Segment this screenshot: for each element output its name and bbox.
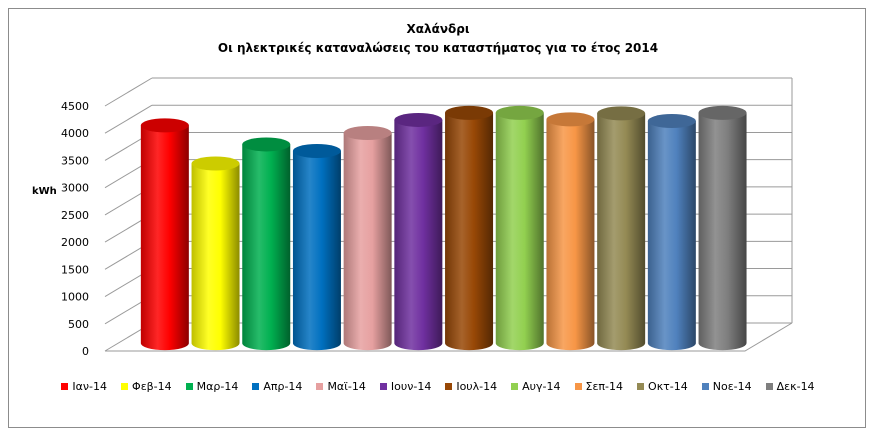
y-tick-label: 0 (82, 345, 89, 358)
bar-body (546, 119, 595, 351)
legend-item: Νοε-14 (701, 380, 752, 393)
bar (546, 112, 595, 351)
bar-top (597, 106, 646, 121)
legend-item: Σεπ-14 (574, 380, 624, 393)
legend-item: Μαϊ-14 (316, 380, 366, 393)
legend-label: Σεπ-14 (585, 380, 624, 393)
legend-item: Ιουν-14 (379, 380, 432, 393)
floor-edge (105, 322, 793, 352)
legend-swatch (121, 383, 129, 390)
legend-label: Αυγ-14 (522, 380, 561, 393)
legend-item: Ιουλ-14 (445, 380, 497, 393)
legend-swatch (765, 383, 773, 390)
legend-item: Αυγ-14 (511, 380, 561, 393)
bar-body (394, 119, 443, 351)
y-tick-label: 500 (68, 318, 89, 331)
bar (292, 143, 341, 351)
bar-top (191, 156, 240, 171)
bar (445, 105, 494, 351)
legend-item: Απρ-14 (252, 380, 302, 393)
legend-swatch (445, 383, 453, 390)
bar-body (292, 150, 341, 351)
bar-body (698, 112, 747, 351)
legend-item: Φεβ-14 (121, 380, 172, 393)
legend-item: Μαρ-14 (185, 380, 239, 393)
y-tick-label: 2000 (61, 236, 89, 249)
legend-swatch (185, 383, 193, 390)
legend-label: Απρ-14 (263, 380, 303, 393)
legend-item: Δεκ-14 (765, 380, 815, 393)
bar-body (140, 125, 189, 351)
bar (647, 114, 696, 351)
bar (394, 112, 443, 351)
legend-swatch (701, 383, 709, 390)
bar-body (445, 112, 494, 351)
legend-swatch (637, 383, 645, 390)
legend: Ιαν-14 Φεβ-14 Μαρ-14 Απρ-14 Μαϊ-14 Ιουν-14 Ιου… (0, 380, 876, 393)
legend-label: Ιουν-14 (390, 380, 432, 393)
y-tick-label: 3000 (61, 182, 89, 195)
side-gridline (104, 77, 153, 107)
bar-top (445, 105, 494, 120)
bar-top (242, 137, 291, 152)
bar (698, 105, 747, 351)
legend-label: Οκτ-14 (648, 380, 688, 393)
bar-top (647, 114, 696, 129)
bar-top (546, 112, 595, 127)
bar-body (242, 144, 291, 351)
legend-swatch (61, 383, 69, 390)
legend-swatch (511, 383, 519, 390)
legend-item: Οκτ-14 (637, 380, 688, 393)
y-tick-label: 4000 (61, 127, 89, 140)
bar-top (343, 126, 392, 141)
bar (597, 106, 646, 351)
bar-top (495, 105, 544, 120)
legend-swatch (252, 383, 260, 390)
bar-top (698, 105, 747, 120)
legend-label: Φεβ-14 (132, 380, 172, 393)
bar-body (647, 121, 696, 351)
bar-body (495, 112, 544, 351)
bar (242, 137, 291, 351)
legend-swatch (379, 383, 387, 390)
side-gridline (104, 104, 153, 134)
legend-item: Ιαν-14 (61, 380, 107, 393)
bar (140, 118, 189, 351)
chart-subtitle: Οι ηλεκτρικές καταναλώσεις του καταστήμα… (217, 41, 659, 55)
y-axis-ticks: 0 500 1000 1500 2000 2500 3000 3500 4000 4500 (61, 100, 89, 358)
legend-label: Νοε-14 (712, 380, 752, 393)
y-tick-label: 2500 (61, 209, 89, 222)
legend-label: Ιουλ-14 (456, 380, 498, 393)
legend-label: Μαρ-14 (196, 380, 239, 393)
chart-title: Χαλάνδρι (406, 22, 470, 36)
bar-top (140, 118, 189, 133)
bar (495, 105, 544, 351)
y-tick-label: 3500 (61, 154, 89, 167)
y-tick-label: 1000 (61, 291, 89, 304)
bars (140, 105, 747, 351)
bar-body (191, 163, 240, 351)
bar-top (394, 112, 443, 127)
legend-swatch (316, 383, 324, 390)
y-tick-label: 1500 (61, 263, 89, 276)
bar (343, 126, 392, 351)
y-tick-label: 4500 (61, 100, 89, 113)
y-axis-label: kWh (32, 186, 57, 197)
bar-body (343, 133, 392, 351)
bar (191, 156, 240, 351)
bar-body (597, 113, 646, 351)
legend-label: Δεκ-14 (776, 380, 815, 393)
legend-label: Μαϊ-14 (327, 380, 366, 393)
legend-label: Ιαν-14 (72, 380, 108, 393)
legend-swatch (574, 383, 582, 390)
bar-top (292, 143, 341, 158)
